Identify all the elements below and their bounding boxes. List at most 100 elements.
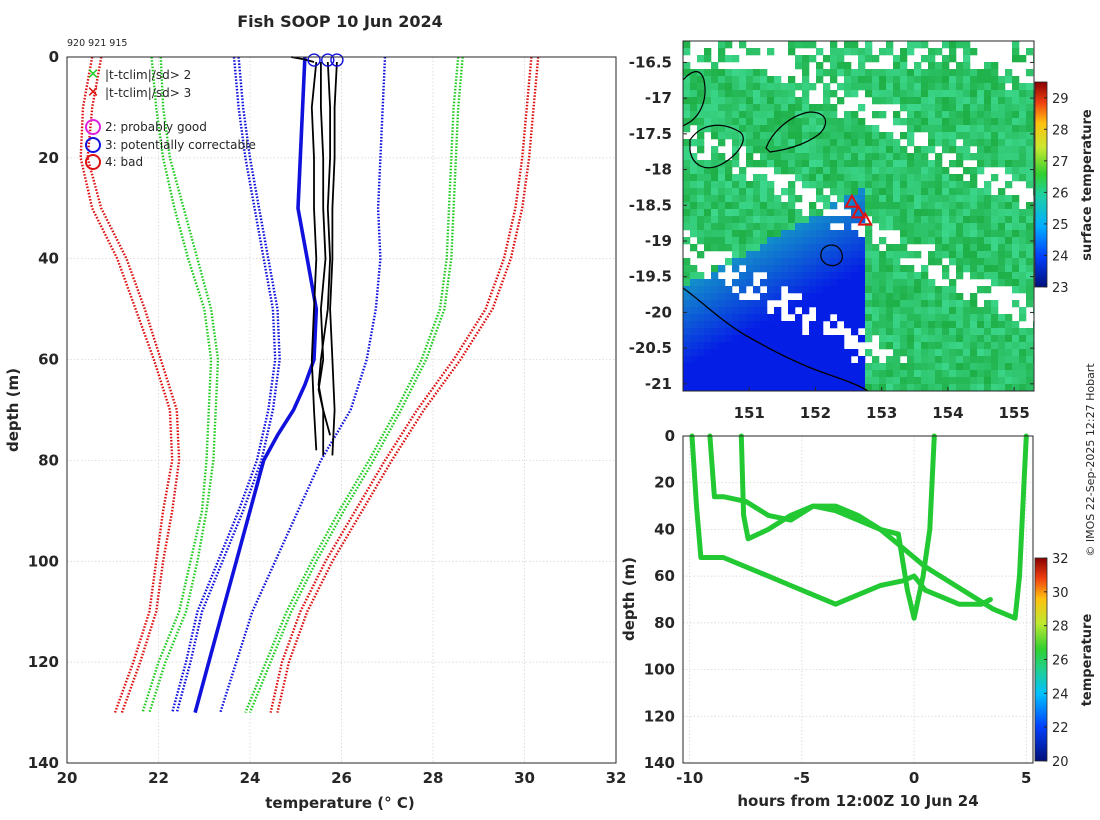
sst-cell: [697, 125, 705, 133]
sst-cell: [774, 279, 782, 287]
sst-cell: [774, 90, 782, 98]
sst-cell: [683, 300, 691, 308]
sst-cell: [991, 356, 999, 364]
sst-cell: [823, 153, 831, 161]
sst-cell: [725, 335, 733, 343]
sst-cell: [1005, 335, 1013, 343]
sst-cell: [998, 356, 1006, 364]
sst-cell: [949, 279, 957, 287]
sst-cell: [900, 216, 908, 224]
sst-cell: [683, 118, 691, 126]
sst-cell: [949, 384, 957, 391]
profile-x-tick-label: 24: [240, 769, 261, 787]
sst-cell: [928, 230, 936, 238]
sst-cell: [942, 251, 950, 259]
sst-cell: [851, 251, 859, 259]
sst-cell: [900, 97, 908, 105]
sst-cell: [774, 314, 782, 322]
sst-cell: [718, 265, 726, 273]
sst-cell: [914, 160, 922, 168]
sst-cell: [935, 104, 943, 112]
sst-cell: [893, 384, 901, 391]
sst-cell: [991, 97, 999, 105]
sst-cell: [914, 90, 922, 98]
sst-cell: [886, 153, 894, 161]
sst-cell: [753, 286, 761, 294]
sst-cell: [1005, 244, 1013, 252]
sst-cell: [732, 83, 740, 91]
sst-cell: [830, 300, 838, 308]
sst-cell: [886, 195, 894, 203]
sst-cell: [823, 279, 831, 287]
sst-cell: [1005, 118, 1013, 126]
sst-cell: [872, 272, 880, 280]
sst-cell: [865, 307, 873, 315]
sst-cell: [725, 104, 733, 112]
sst-cell: [984, 209, 992, 217]
sst-cell: [879, 272, 887, 280]
sst-cell: [795, 286, 803, 294]
sst-cell: [718, 223, 726, 231]
sst-cell: [795, 174, 803, 182]
sst-cell: [956, 300, 964, 308]
sst-cell: [900, 83, 908, 91]
sst-cell: [893, 349, 901, 357]
sst-cell: [767, 370, 775, 378]
map-x-tick-label: 152: [800, 404, 831, 422]
sst-cell: [816, 349, 824, 357]
sst-cell: [732, 300, 740, 308]
sst-cell: [802, 335, 810, 343]
sst-cell: [970, 132, 978, 140]
sst-cell: [1019, 335, 1027, 343]
sst-cell: [760, 97, 768, 105]
sst-cell: [991, 202, 999, 210]
sst-cell: [970, 384, 978, 391]
sst-cell: [872, 202, 880, 210]
sst-cell: [718, 300, 726, 308]
sst-cell: [802, 265, 810, 273]
sst-cell: [774, 202, 782, 210]
sst-cell: [900, 146, 908, 154]
sst-cell: [970, 167, 978, 175]
sst-cell: [879, 181, 887, 189]
sst-cell: [921, 314, 929, 322]
sst-cell: [802, 167, 810, 175]
sst-cell: [858, 335, 866, 343]
sst-cell: [900, 307, 908, 315]
profile-location-triangle: [850, 204, 867, 219]
sst-cell: [914, 363, 922, 371]
sst-cell: [746, 230, 754, 238]
sst-cell: [851, 181, 859, 189]
sst-cell: [697, 370, 705, 378]
sst-cell: [963, 132, 971, 140]
sst-cell: [1019, 223, 1027, 231]
sst-cell: [718, 90, 726, 98]
sst-cell: [823, 356, 831, 364]
sst-cell: [984, 188, 992, 196]
sst-cell: [956, 83, 964, 91]
sst-cell: [886, 335, 894, 343]
sst-cell: [781, 132, 789, 140]
sst-cell: [1012, 132, 1020, 140]
sst-cell: [956, 230, 964, 238]
sst-cell: [802, 230, 810, 238]
sst-cell: [683, 41, 691, 49]
sst-cell: [795, 132, 803, 140]
profile-series-line: [329, 61, 338, 456]
sst-cell: [956, 62, 964, 70]
sst-cell: [1005, 356, 1013, 364]
sst-cell: [795, 125, 803, 133]
sst-cell: [844, 76, 852, 84]
sst-cell: [781, 209, 789, 217]
sst-cell: [907, 230, 915, 238]
sst-cell: [802, 125, 810, 133]
sst-cell: [984, 132, 992, 140]
sst-cell: [823, 83, 831, 91]
sst-cell: [921, 342, 929, 350]
sst-cell: [837, 181, 845, 189]
sst-cell: [837, 272, 845, 280]
sst-cell: [942, 146, 950, 154]
sst-cell: [907, 293, 915, 301]
sst-cell: [893, 216, 901, 224]
sst-cell: [760, 216, 768, 224]
